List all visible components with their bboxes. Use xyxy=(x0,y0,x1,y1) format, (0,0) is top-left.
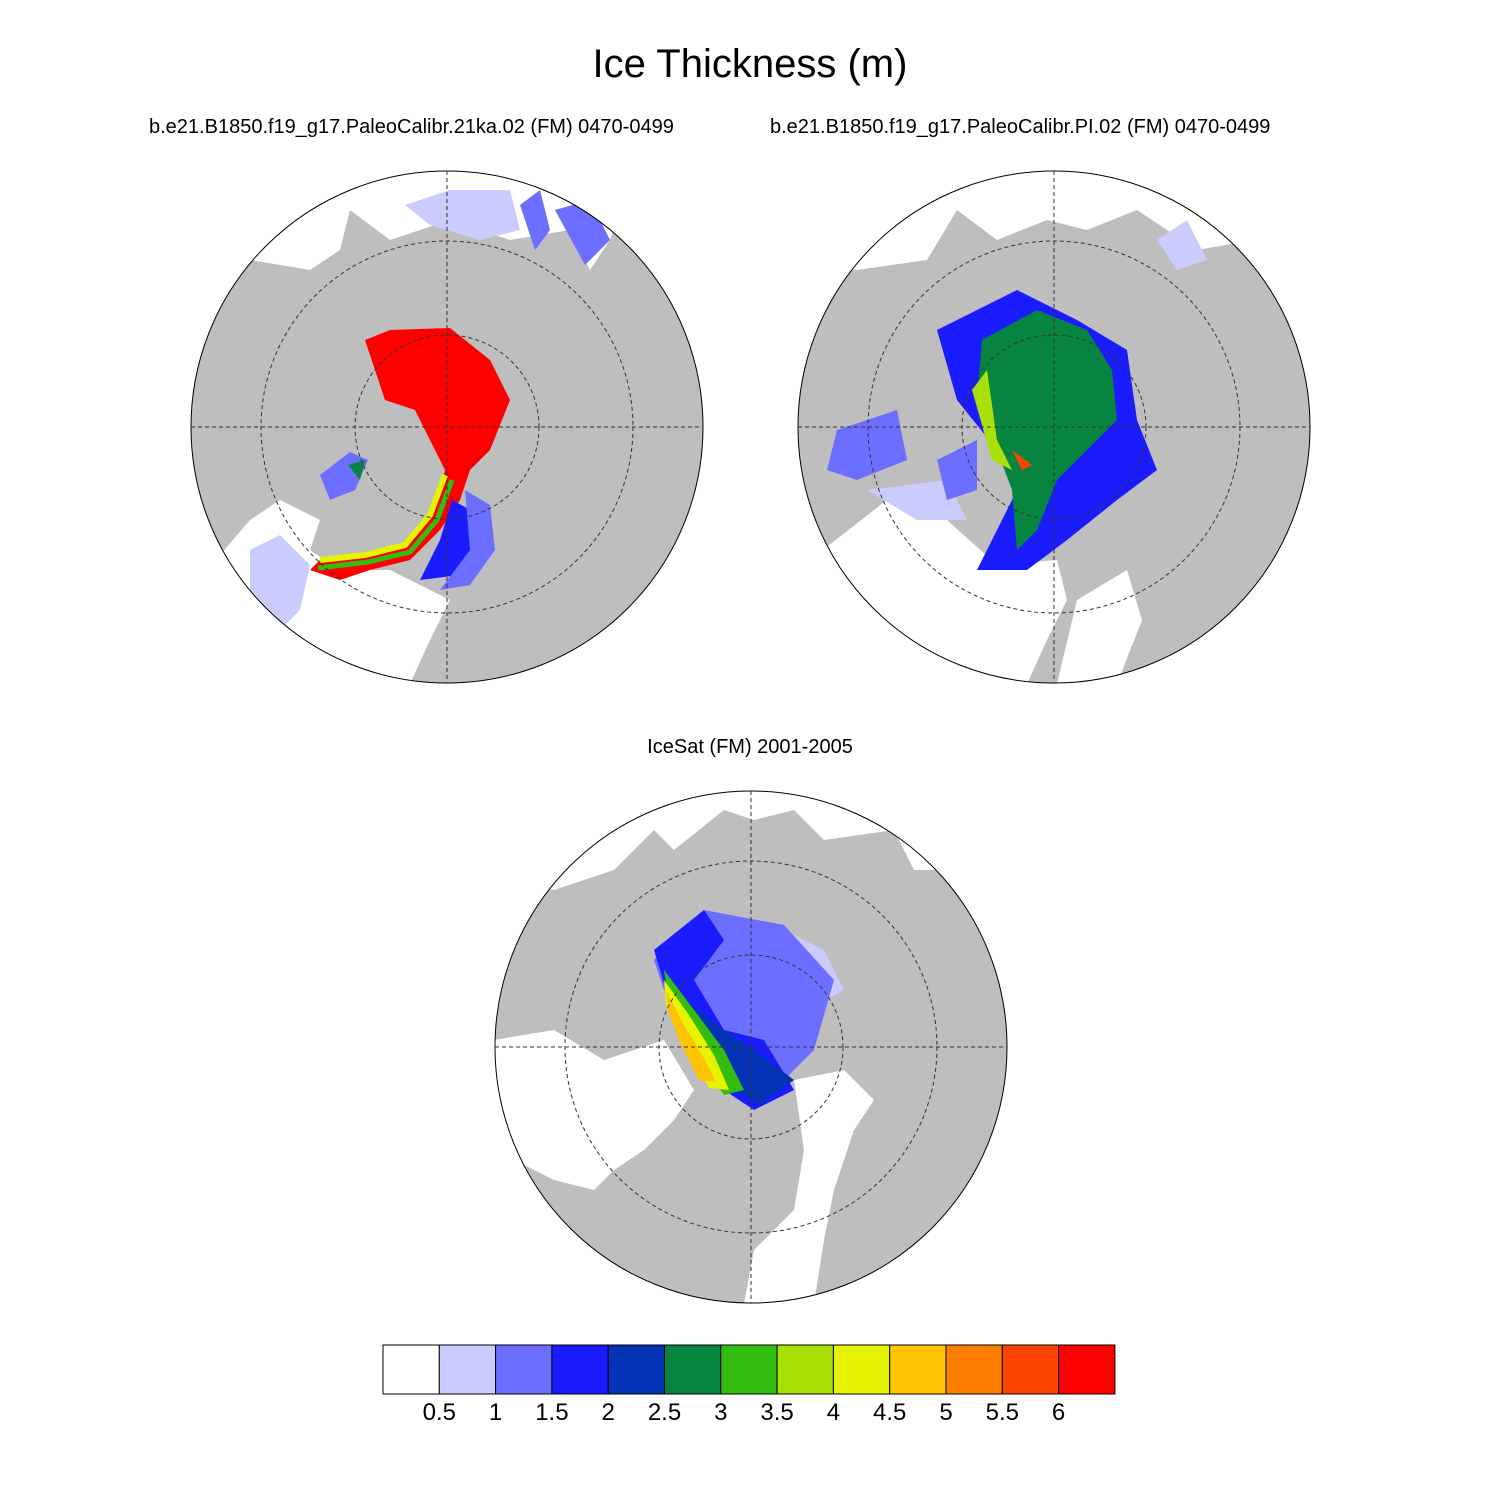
colorbar-tick-label: 6 xyxy=(1052,1399,1065,1424)
colorbar-swatch xyxy=(382,1344,440,1395)
ice-orange xyxy=(666,990,716,1082)
polar-map-icesat xyxy=(494,790,1008,1304)
panel-title-icesat: IceSat (FM) 2001-2005 xyxy=(647,736,853,758)
ice-yellow xyxy=(664,980,729,1090)
colorbar-swatch xyxy=(551,1344,609,1395)
colorbar-swatch xyxy=(832,1344,891,1395)
colorbar-tick-label: 2 xyxy=(602,1399,615,1424)
ice-thick-edge xyxy=(972,370,1012,470)
colorbar-tick-label: 2.5 xyxy=(648,1399,681,1424)
ice-band-yellow xyxy=(319,473,448,563)
panel-title-lgm: b.e21.B1850.f19_g17.PaleoCalibr.21ka.02 … xyxy=(149,116,674,138)
ice-green xyxy=(664,970,744,1095)
colorbar-swatch xyxy=(438,1344,497,1395)
ice-lightblue-band xyxy=(867,480,967,520)
colorbar-swatch xyxy=(607,1344,665,1395)
open-ocean-bottom-right xyxy=(744,1070,874,1303)
graticule xyxy=(191,171,703,683)
colorbar: 0.5 1 1.5 2 2.5 3 3.5 4 4.5 5 5.5 6 xyxy=(382,1344,1116,1424)
colorbar-tick-label: 4 xyxy=(827,1399,840,1424)
colorbar-tick-label: 3.5 xyxy=(760,1399,793,1424)
ice-patch-kara-thick xyxy=(348,460,365,480)
colorbar-swatch xyxy=(945,1344,1003,1395)
colorbar-tick-label: 1 xyxy=(489,1399,502,1424)
ice-patch-barents xyxy=(937,440,977,500)
ice-thick-red xyxy=(1012,450,1032,470)
colorbar-swatch xyxy=(1001,1344,1060,1395)
colorbar-tick-label: 4.5 xyxy=(873,1399,906,1424)
graticule xyxy=(798,171,1310,683)
polar-map-preindustrial xyxy=(797,170,1311,684)
ice-patch-tl xyxy=(520,190,550,250)
colorbar-tick-label: 5.5 xyxy=(986,1399,1019,1424)
colorbar-swatch xyxy=(889,1344,947,1395)
graticule xyxy=(495,791,1007,1303)
panel-title-preindustrial: b.e21.B1850.f19_g17.PaleoCalibr.PI.02 (F… xyxy=(770,116,1271,138)
ice-shelf-red xyxy=(310,328,510,580)
colorbar-tick-label: 3 xyxy=(714,1399,727,1424)
ice-band-blue-b xyxy=(440,490,495,590)
colorbar-swatch xyxy=(1058,1344,1116,1395)
colorbar-tick-label: 0.5 xyxy=(423,1399,456,1424)
colorbar-labels: 0.5 1 1.5 2 2.5 3 3.5 4 4.5 5 5.5 6 xyxy=(423,1399,1066,1424)
ice-band-green xyxy=(317,479,455,571)
colorbar-swatch xyxy=(664,1344,722,1395)
open-ocean-left xyxy=(495,1030,694,1190)
ice-darkblue xyxy=(684,1000,794,1105)
colorbar-boxes xyxy=(382,1344,1116,1395)
colorbar-swatch xyxy=(776,1344,834,1395)
ice-green-core xyxy=(977,310,1117,550)
colorbar-swatch xyxy=(720,1344,778,1395)
figure-title: Ice Thickness (m) xyxy=(592,42,908,86)
colorbar-swatch xyxy=(495,1344,553,1395)
colorbar-tick-label: 1.5 xyxy=(535,1399,568,1424)
colorbar-tick-label: 5 xyxy=(939,1399,952,1424)
open-ocean-lr xyxy=(1057,570,1142,683)
polar-map-lgm xyxy=(190,170,704,684)
ice-patch-top-light xyxy=(405,190,520,240)
ice-patch-topright xyxy=(1157,220,1207,270)
